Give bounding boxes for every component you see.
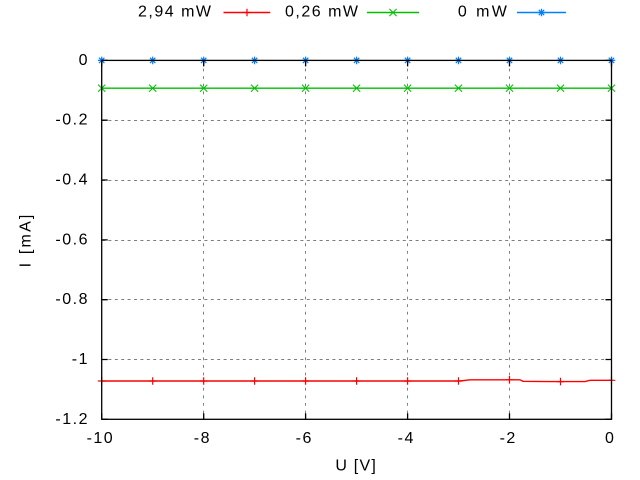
svg-text:-4: -4 [398, 430, 415, 447]
svg-text:-10: -10 [87, 430, 115, 447]
svg-text:-0.4: -0.4 [55, 172, 89, 189]
svg-text:-2: -2 [500, 430, 517, 447]
svg-text:I [mA]: I [mA] [18, 212, 35, 267]
svg-text:-0.8: -0.8 [55, 291, 89, 308]
svg-text:0: 0 [605, 430, 615, 447]
svg-text:-6: -6 [296, 430, 313, 447]
svg-text:-8: -8 [194, 430, 211, 447]
svg-text:-1: -1 [72, 351, 89, 368]
svg-text:-0.6: -0.6 [55, 231, 89, 248]
svg-text:-1.2: -1.2 [55, 411, 89, 428]
svg-text:-0.2: -0.2 [55, 112, 89, 129]
svg-text:2,94 mW: 2,94 mW [138, 4, 213, 21]
svg-text:U [V]: U [V] [335, 458, 377, 475]
svg-text:0 mW: 0 mW [458, 4, 509, 21]
svg-text:0,26 mW: 0,26 mW [285, 4, 360, 21]
svg-text:0: 0 [79, 52, 89, 69]
